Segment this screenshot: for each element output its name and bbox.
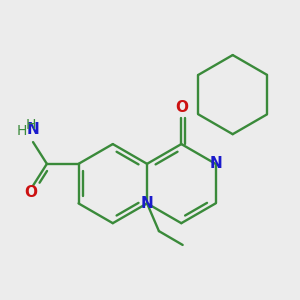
Text: O: O bbox=[175, 100, 188, 115]
Text: N: N bbox=[27, 122, 39, 137]
Text: H: H bbox=[17, 124, 27, 138]
Text: O: O bbox=[25, 185, 38, 200]
Text: N: N bbox=[209, 156, 222, 171]
Text: N: N bbox=[141, 196, 153, 211]
Text: H: H bbox=[26, 118, 36, 133]
